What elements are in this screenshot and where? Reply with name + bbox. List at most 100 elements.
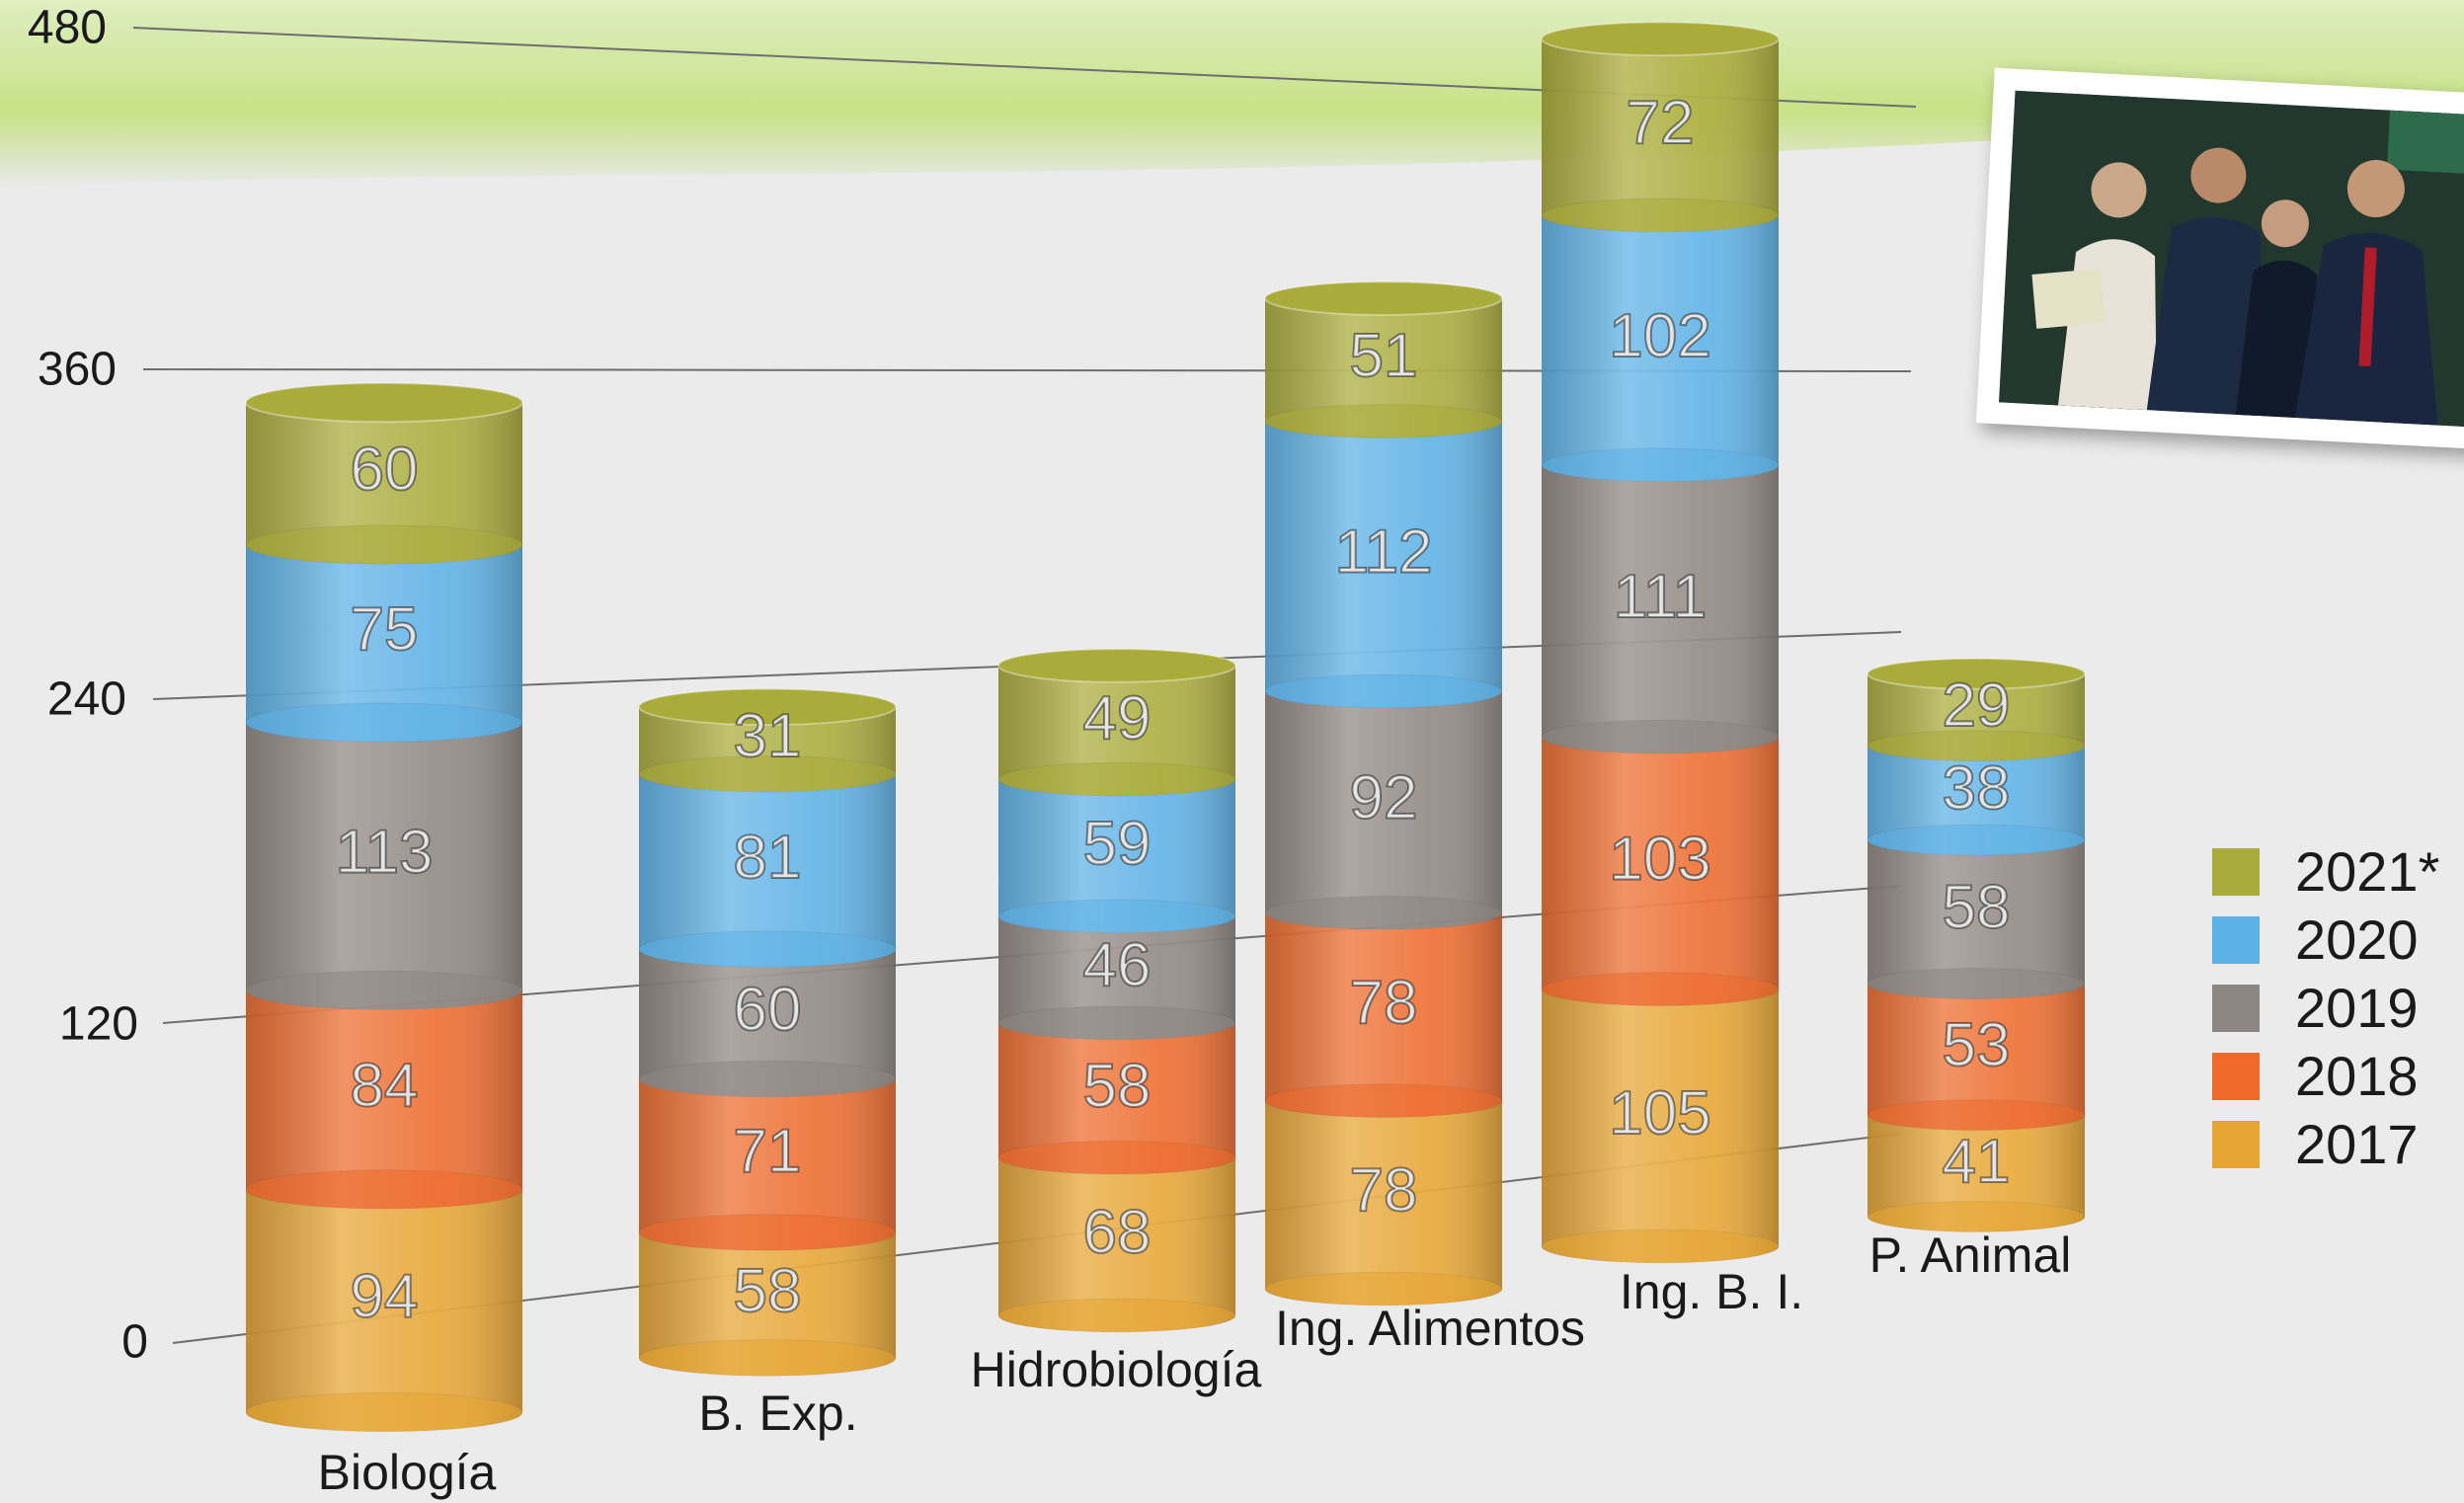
- data-label-b-exp-2021: 31: [734, 702, 802, 770]
- legend-swatch-2019: [2212, 984, 2260, 1032]
- data-label-p-animal-2021: 29: [1943, 672, 2011, 740]
- bar-segment-shade: [246, 402, 522, 565]
- data-label-biologia-2017: 94: [351, 1263, 419, 1331]
- bar-segment-divider: [1541, 719, 1780, 754]
- bar-segment-divider: [245, 524, 523, 565]
- y-tick-label-120: 120: [59, 998, 138, 1051]
- legend-item-2018: 2018: [2212, 1042, 2439, 1110]
- legend-item-2021: 2021*: [2212, 837, 2439, 906]
- category-label-ing-b-i: Ing. B. I.: [1620, 1264, 1803, 1319]
- bar-segment-divider: [1867, 1201, 2086, 1232]
- bar-segment-divider: [1264, 673, 1503, 709]
- bar-segment-divider: [997, 761, 1236, 797]
- data-label-b-exp-2017: 58: [734, 1257, 802, 1325]
- data-label-p-animal-2020: 38: [1943, 754, 2011, 823]
- legend-label-2019: 2019: [2295, 977, 2419, 1039]
- bar-segment-divider: [245, 1391, 523, 1433]
- bar-segment-shade: [1265, 912, 1502, 1118]
- bar-segment-divider: [997, 1005, 1236, 1041]
- bar-segment-shade: [639, 1231, 896, 1377]
- bar-stack-p-animal: [1867, 657, 2086, 1232]
- data-label-hidrobiologia-2020: 59: [1083, 810, 1152, 878]
- bar-segment-divider: [1541, 198, 1780, 233]
- legend-swatch-2021: [2212, 847, 2260, 896]
- legend-swatch-2017: [2212, 1120, 2260, 1168]
- data-label-ing-alimentos-2018: 78: [1350, 969, 1418, 1037]
- legend-item-2020: 2020: [2212, 906, 2439, 974]
- bar-segment-shade: [1868, 839, 2085, 999]
- data-label-biologia-2020: 75: [351, 595, 419, 664]
- bar-segment-divider: [1867, 824, 2086, 856]
- data-label-hidrobiologia-2019: 46: [1083, 931, 1152, 999]
- data-label-p-animal-2017: 41: [1943, 1128, 2011, 1196]
- data-label-hidrobiologia-2017: 68: [1083, 1198, 1152, 1266]
- bar-segment-divider: [1264, 404, 1503, 438]
- legend-label-2017: 2017: [2295, 1113, 2419, 1175]
- bar-segment-divider: [1541, 447, 1780, 483]
- data-label-ing-alimentos-2021: 51: [1350, 322, 1418, 390]
- data-label-p-animal-2018: 53: [1943, 1011, 2011, 1079]
- bar-segment-shade: [1265, 421, 1502, 708]
- data-label-ing-b-i-2021: 72: [1627, 89, 1695, 157]
- category-label-p-animal: P. Animal: [1869, 1227, 2072, 1283]
- bar-segment-divider: [638, 930, 897, 968]
- bar-segment-divider: [1867, 968, 2086, 999]
- y-tick-label-480: 480: [28, 2, 107, 54]
- legend-label-2020: 2020: [2295, 909, 2419, 971]
- bar-stack-ing-alimentos: [1264, 280, 1503, 1306]
- bar-segment-divider: [1264, 1271, 1503, 1306]
- bar-top-cap-hidrobiologia: [997, 648, 1236, 683]
- data-label-hidrobiologia-2021: 49: [1083, 684, 1152, 752]
- bar-top-cap-ing-b-i: [1541, 21, 1780, 57]
- bar-segment-divider: [1264, 896, 1503, 930]
- bar-segment-shade: [998, 1022, 1235, 1174]
- bar-top-cap-p-animal: [1867, 657, 2086, 690]
- bar-segment-shade: [998, 1157, 1235, 1332]
- data-label-biologia-2018: 84: [351, 1052, 419, 1120]
- data-label-b-exp-2019: 60: [734, 976, 802, 1044]
- y-tick-label-240: 240: [47, 673, 126, 726]
- data-label-b-exp-2018: 71: [734, 1118, 802, 1186]
- bar-segment-divider: [1541, 972, 1780, 1006]
- bar-stack-hidrobiologia: [997, 648, 1236, 1333]
- y-tick-label-0: 0: [121, 1316, 148, 1369]
- bar-segment-shade: [998, 779, 1235, 933]
- bar-segment-divider: [997, 1140, 1236, 1175]
- legend-swatch-2018: [2212, 1052, 2260, 1100]
- bar-segment-divider: [245, 1169, 523, 1210]
- legend: 2021* 2020 2019 2018 2017: [2212, 837, 2439, 1178]
- bar-segment-shade: [246, 1189, 522, 1432]
- data-label-biologia-2019: 113: [336, 819, 434, 887]
- bar-segment-divider: [1541, 1228, 1780, 1264]
- bar-segment-divider: [997, 1298, 1236, 1333]
- data-label-ing-b-i-2018: 103: [1609, 825, 1710, 893]
- bar-top-cap-biologia: [245, 382, 523, 424]
- bar-segment-shade: [1868, 1115, 2085, 1232]
- bar-segment-shade: [1542, 464, 1779, 753]
- bar-segment-divider: [245, 702, 523, 743]
- category-label-biologia: Biología: [318, 1445, 497, 1500]
- bar-segment-shade: [1542, 39, 1779, 232]
- data-label-hidrobiologia-2018: 58: [1083, 1052, 1152, 1120]
- bar-segment-shade: [1542, 214, 1779, 482]
- bar-segment-divider: [638, 1339, 897, 1377]
- category-label-b-exp: B. Exp.: [698, 1385, 857, 1441]
- bar-segment-divider: [1867, 730, 2086, 761]
- data-label-b-exp-2020: 81: [734, 824, 802, 892]
- bar-segment-shade: [639, 773, 896, 968]
- bar-segment-divider: [997, 899, 1236, 934]
- graduates-photo-icon: [1999, 90, 2464, 428]
- legend-item-2017: 2017: [2212, 1110, 2439, 1178]
- category-label-ing-alimentos: Ing. Alimentos: [1275, 1301, 1585, 1356]
- bar-segment-shade: [1868, 984, 2085, 1131]
- bar-segment-divider: [638, 1214, 897, 1251]
- bar-stack-ing-b-i: [1541, 21, 1780, 1264]
- bar-top-cap-b-exp: [638, 687, 897, 727]
- legend-item-2019: 2019: [2212, 974, 2439, 1042]
- bar-segment-shade: [639, 1078, 896, 1251]
- bar-segment-shade: [1265, 690, 1502, 930]
- bar-segment-shade: [246, 722, 522, 1010]
- bar-segment-divider: [1264, 1083, 1503, 1118]
- bar-segment-divider: [1867, 1099, 2086, 1131]
- data-label-ing-alimentos-2020: 112: [1335, 518, 1433, 587]
